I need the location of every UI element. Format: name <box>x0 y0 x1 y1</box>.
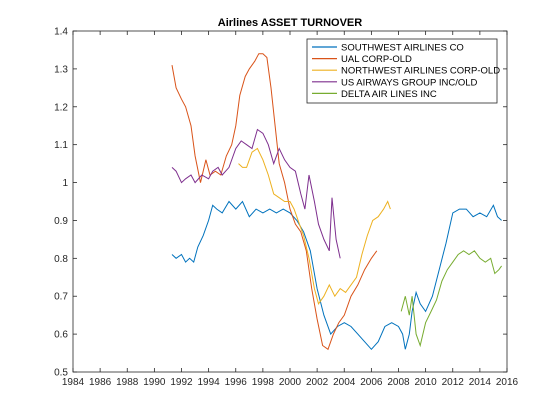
legend-label-3: US AIRWAYS GROUP INC/OLD <box>341 77 478 88</box>
y-tick-label: 0.7 <box>54 292 68 303</box>
x-tick-label: 1986 <box>89 377 112 388</box>
chart-title: Airlines ASSET TURNOVER <box>218 17 363 29</box>
y-tick-label: 1 <box>62 178 68 189</box>
x-tick-label: 2014 <box>469 377 492 388</box>
legend-label-4: DELTA AIR LINES INC <box>341 89 437 100</box>
x-tick-label: 1984 <box>62 377 85 388</box>
x-tick-label: 2010 <box>415 377 438 388</box>
legend-label-1: UAL CORP-OLD <box>341 54 412 65</box>
y-tick-label: 1.2 <box>54 102 68 113</box>
y-tick-label: 0.9 <box>54 216 68 227</box>
legend-label-0: SOUTHWEST AIRLINES CO <box>341 43 464 54</box>
series-line-1 <box>171 53 378 351</box>
legend-box <box>306 38 498 104</box>
y-tick-label: 0.8 <box>54 254 68 265</box>
x-tick-label: 2006 <box>360 377 383 388</box>
series-line-4 <box>400 250 503 348</box>
series-line-2 <box>238 147 391 305</box>
x-tick-label: 2016 <box>496 377 519 388</box>
x-tick-label: 2004 <box>333 377 356 388</box>
x-tick-label: 1998 <box>252 377 275 388</box>
x-tick-label: 2012 <box>442 377 465 388</box>
y-tick-label: 0.6 <box>54 330 68 341</box>
x-tick-label: 2008 <box>387 377 410 388</box>
y-tick-label: 0.5 <box>54 368 68 379</box>
y-tick-label: 1.4 <box>54 27 68 38</box>
y-tick-label: 1.1 <box>54 140 68 151</box>
legend-label-2: NORTHWEST AIRLINES CORP-OLD <box>341 66 500 77</box>
x-tick-label: 1988 <box>116 377 139 388</box>
y-axis: 0.5 0.6 0.7 0.8 0.9 1 1.1 1.2 1.3 1.4 <box>54 27 507 379</box>
x-tick-label: 2002 <box>306 377 329 388</box>
x-tick-label: 1994 <box>198 377 221 388</box>
x-tick-label: 2000 <box>279 377 302 388</box>
series-line-3 <box>171 128 341 259</box>
x-tick-label: 1990 <box>143 377 166 388</box>
x-tick-label: 1992 <box>170 377 193 388</box>
x-tick-label: 1996 <box>225 377 248 388</box>
plot-lines <box>171 53 503 351</box>
y-tick-label: 1.3 <box>54 64 68 75</box>
x-axis: 1984 1986 1988 1990 1992 1994 1996 1998 2000 2002… <box>62 31 519 388</box>
